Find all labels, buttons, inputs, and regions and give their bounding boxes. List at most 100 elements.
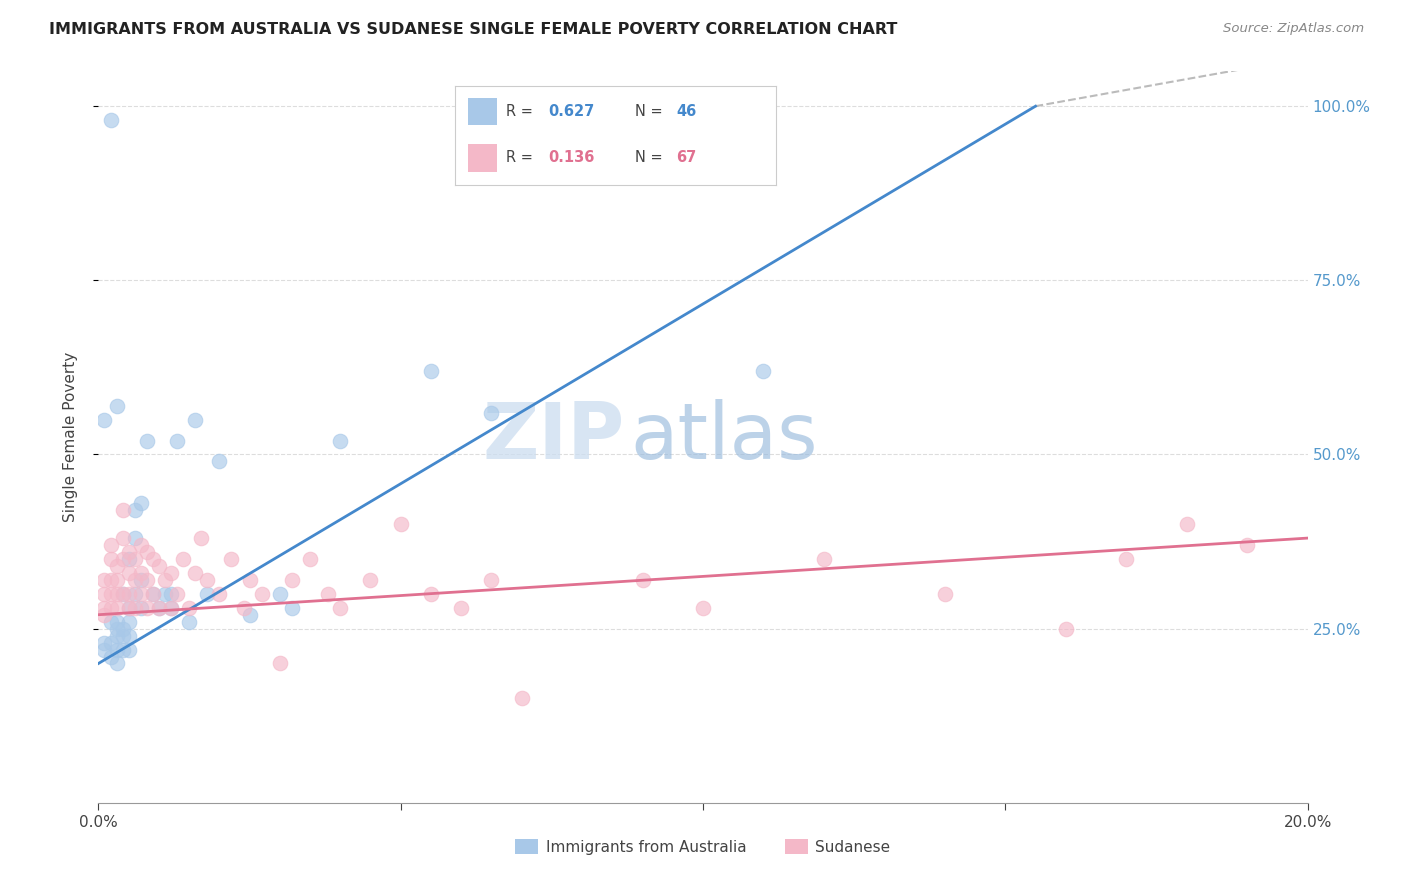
- Point: [813, 552, 835, 566]
- Point: [100, 113, 122, 128]
- Point: [148, 600, 170, 615]
- Point: [481, 573, 503, 587]
- Y-axis label: Single Female Poverty: Single Female Poverty: [63, 352, 77, 522]
- Point: [111, 642, 134, 657]
- Point: [105, 622, 128, 636]
- Point: [232, 600, 254, 615]
- Point: [118, 587, 141, 601]
- Point: [124, 503, 146, 517]
- Point: [105, 629, 128, 643]
- Point: [129, 538, 152, 552]
- Point: [329, 600, 352, 615]
- Point: [129, 600, 152, 615]
- Point: [316, 587, 339, 601]
- Point: [118, 615, 141, 629]
- Point: [239, 607, 262, 622]
- Point: [420, 587, 443, 601]
- Point: [299, 552, 322, 566]
- Point: [510, 691, 533, 706]
- Point: [166, 434, 188, 448]
- Point: [172, 552, 194, 566]
- Point: [105, 587, 128, 601]
- Point: [184, 566, 207, 580]
- Point: [118, 642, 141, 657]
- Point: [100, 649, 122, 664]
- Point: [142, 552, 165, 566]
- Point: [93, 587, 115, 601]
- Legend: Immigrants from Australia, Sudanese: Immigrants from Australia, Sudanese: [509, 833, 897, 861]
- Point: [160, 587, 183, 601]
- Point: [124, 587, 146, 601]
- Point: [281, 600, 304, 615]
- Point: [135, 434, 157, 448]
- Point: [631, 573, 654, 587]
- Point: [208, 587, 231, 601]
- Point: [179, 615, 201, 629]
- Point: [111, 587, 134, 601]
- Point: [1054, 622, 1077, 636]
- Point: [105, 558, 128, 573]
- Point: [1236, 538, 1258, 552]
- Point: [420, 364, 443, 378]
- Point: [105, 657, 128, 671]
- Point: [360, 573, 382, 587]
- Point: [195, 573, 218, 587]
- Point: [100, 600, 122, 615]
- Point: [1115, 552, 1137, 566]
- Point: [1175, 517, 1198, 532]
- Point: [142, 587, 165, 601]
- Point: [153, 587, 176, 601]
- Point: [166, 587, 188, 601]
- Point: [934, 587, 956, 601]
- Point: [752, 364, 775, 378]
- Point: [118, 600, 141, 615]
- Point: [118, 545, 141, 559]
- Point: [118, 600, 141, 615]
- Point: [250, 587, 273, 601]
- Point: [100, 635, 122, 649]
- Point: [142, 587, 165, 601]
- Point: [124, 573, 146, 587]
- Point: [269, 587, 291, 601]
- Point: [111, 629, 134, 643]
- Point: [111, 503, 134, 517]
- Point: [329, 434, 352, 448]
- Point: [148, 558, 170, 573]
- Point: [124, 552, 146, 566]
- Point: [105, 399, 128, 413]
- Point: [100, 573, 122, 587]
- Point: [160, 600, 183, 615]
- Point: [105, 642, 128, 657]
- Point: [100, 615, 122, 629]
- Point: [124, 531, 146, 545]
- Point: [450, 600, 472, 615]
- Point: [111, 552, 134, 566]
- Point: [118, 552, 141, 566]
- Point: [93, 642, 115, 657]
- Text: ZIP: ZIP: [482, 399, 624, 475]
- Point: [221, 552, 243, 566]
- Text: atlas: atlas: [630, 399, 818, 475]
- Point: [100, 552, 122, 566]
- Point: [105, 600, 128, 615]
- Point: [129, 566, 152, 580]
- Point: [281, 573, 304, 587]
- Point: [111, 587, 134, 601]
- Point: [129, 587, 152, 601]
- Point: [135, 600, 157, 615]
- Point: [129, 496, 152, 510]
- Point: [105, 573, 128, 587]
- Point: [195, 587, 218, 601]
- Point: [135, 545, 157, 559]
- Point: [93, 600, 115, 615]
- Point: [148, 600, 170, 615]
- Point: [105, 615, 128, 629]
- Point: [481, 406, 503, 420]
- Point: [111, 531, 134, 545]
- Point: [389, 517, 412, 532]
- Point: [184, 412, 207, 426]
- Point: [239, 573, 262, 587]
- Point: [179, 600, 201, 615]
- Point: [269, 657, 291, 671]
- Point: [153, 573, 176, 587]
